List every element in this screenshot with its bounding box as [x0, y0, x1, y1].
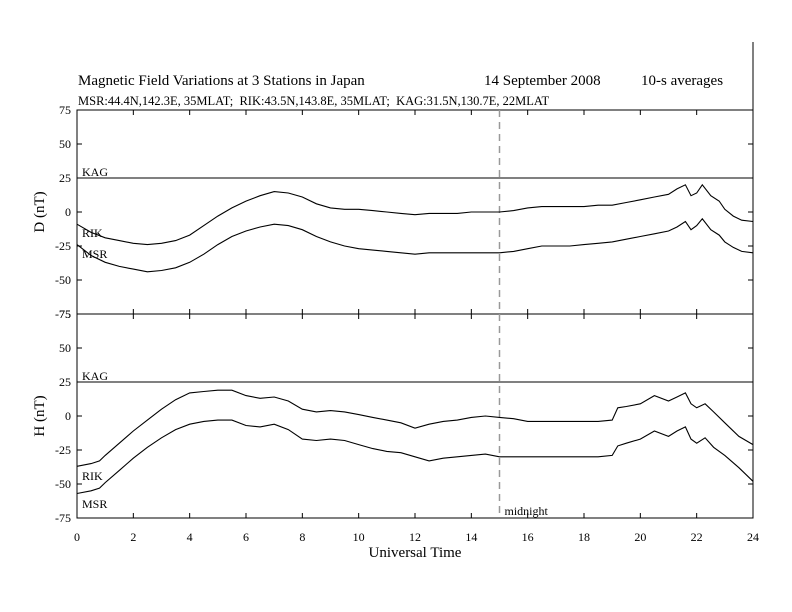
y-tick-label-top: 0 — [65, 205, 71, 219]
x-tick-label: 12 — [409, 530, 421, 544]
series-label-kag-bottom: KAG — [82, 369, 108, 383]
chart-averaging: 10-s averages — [641, 73, 724, 89]
y-tick-label-bottom: 50 — [59, 341, 71, 355]
y-tick-label-bottom: 0 — [65, 409, 71, 423]
y-tick-label-top: -25 — [55, 239, 71, 253]
y-tick-label-top: -50 — [55, 273, 71, 287]
series-label-rik-top: RIK — [82, 226, 103, 240]
x-tick-label: 18 — [578, 530, 590, 544]
x-tick-label: 24 — [747, 530, 759, 544]
y-tick-label-bottom: -50 — [55, 477, 71, 491]
x-tick-label: 8 — [299, 530, 305, 544]
series-label-rik-bottom: RIK — [82, 469, 103, 483]
plot-frame-top — [76, 109, 754, 315]
series-line-rik-bottom — [76, 389, 754, 467]
plot-layer: 75 50 25 0 -25 -50 -75 KAG RIK MSR D (nT) 75 50 25 0 -2… — [32, 42, 759, 561]
chart-title: Magnetic Field Variations at 3 Stations … — [78, 73, 365, 89]
x-tick-label: 14 — [465, 530, 477, 544]
y-tick-label-top: 75 — [59, 103, 71, 117]
x-tick-label: 6 — [243, 530, 249, 544]
chart-stations-line: MSR:44.4N,142.3E, 35MLAT; RIK:43.5N,143.… — [78, 94, 550, 108]
y-tick-label-top: -75 — [55, 307, 71, 321]
x-tick-label: 0 — [74, 530, 80, 544]
x-axis-label: Universal Time — [369, 545, 462, 561]
x-tick-label: 2 — [130, 530, 136, 544]
series-line-msr-bottom — [76, 419, 754, 495]
series-label-kag-top: KAG — [82, 165, 108, 179]
y-tick-label-bottom: -25 — [55, 443, 71, 457]
series-line-rik-top — [76, 183, 754, 246]
y-tick-label-bottom: -75 — [55, 511, 71, 525]
plot-frame-bottom — [76, 313, 754, 519]
series-line-msr-top — [76, 217, 754, 273]
y-axis-label-bottom: H (nT) — [32, 395, 48, 436]
midnight-label: midnight — [505, 504, 549, 518]
x-tick-label: 4 — [187, 530, 193, 544]
series-label-msr-top: MSR — [82, 247, 107, 261]
x-tick-label: 10 — [353, 530, 365, 544]
y-axis-label-top: D (nT) — [32, 191, 48, 232]
x-tick-label: 20 — [634, 530, 646, 544]
chart-date: 14 September 2008 — [484, 73, 601, 89]
y-tick-label-top: 25 — [59, 171, 71, 185]
x-tick-label: 16 — [522, 530, 534, 544]
y-tick-label-top: 50 — [59, 137, 71, 151]
y-tick-label-bottom: 75 — [59, 307, 71, 321]
x-tick-label: 22 — [691, 530, 703, 544]
series-label-msr-bottom: MSR — [82, 497, 107, 511]
y-tick-label-bottom: 25 — [59, 375, 71, 389]
